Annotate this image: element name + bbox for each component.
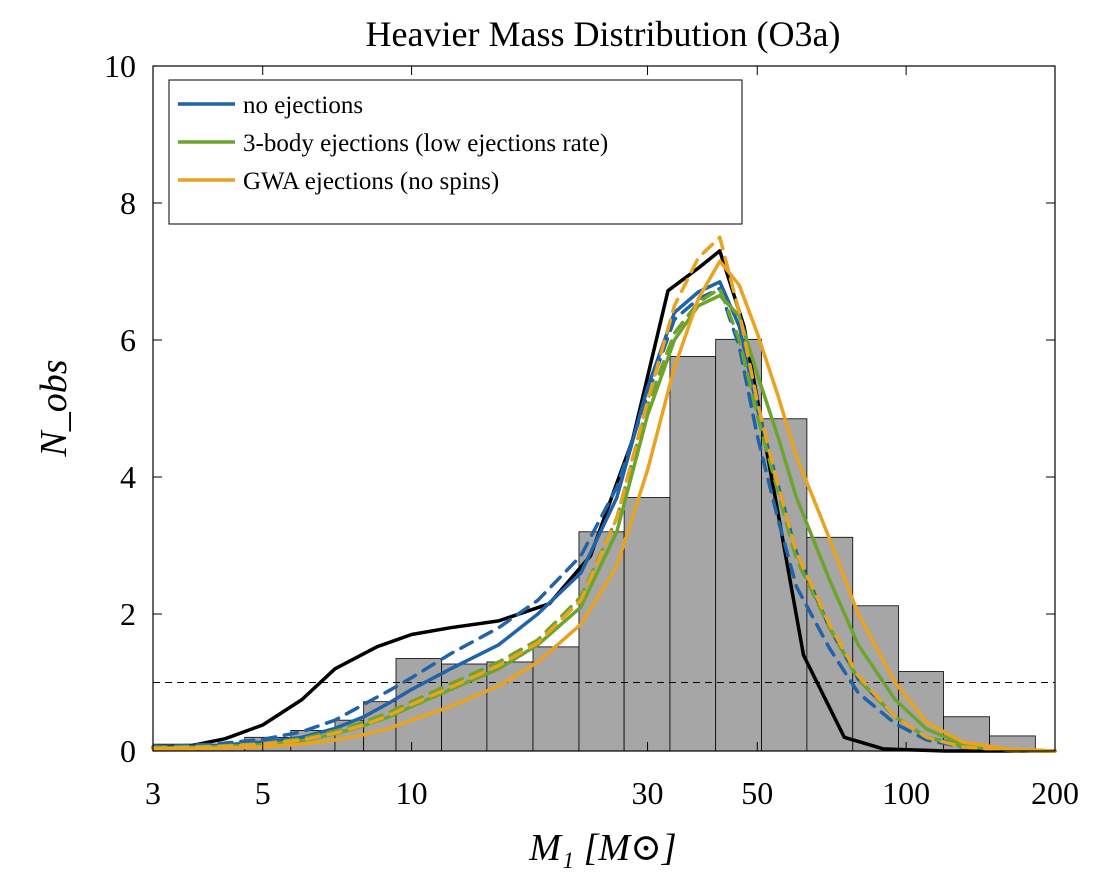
y-tick-label-5: 10	[104, 48, 136, 84]
histogram-bar-8	[486, 661, 534, 752]
legend-label-2: GWA ejections (no spins)	[243, 168, 499, 195]
y-axis-label: N_obs	[33, 359, 75, 457]
plot-frame	[152, 65, 1056, 752]
y-tick-label-4: 8	[120, 185, 136, 221]
x-tick-label-0: 3	[145, 775, 161, 811]
legend-label-1: 3-body ejections (low ejections rate)	[243, 130, 608, 157]
histogram-bar-12	[669, 356, 717, 752]
histogram-bar-15	[806, 536, 854, 752]
x-tick-label-5: 100	[882, 775, 930, 811]
series-line-5	[151, 259, 1057, 753]
axis-ticks: 3 5 10 30 50 100 200 0 2 4 6 8 10	[104, 48, 1079, 811]
series-line-2	[151, 286, 1057, 753]
x-tick-label-3: 30	[632, 775, 664, 811]
y-tick-label-0: 0	[120, 733, 136, 769]
histogram-bar-11	[623, 497, 671, 752]
y-tick-label-2: 4	[120, 459, 136, 495]
legend-label-0: no ejections	[243, 92, 363, 119]
x-tick-label-4: 50	[741, 775, 773, 811]
chart-title: Heavier Mass Distribution (O3a)	[366, 14, 841, 54]
x-tick-label-1: 5	[255, 775, 271, 811]
y-tick-label-3: 6	[120, 322, 136, 358]
series-line-6	[151, 235, 1057, 753]
x-tick-label-6: 200	[1031, 775, 1079, 811]
legend: no ejections 3-body ejections (low ejecti…	[168, 79, 743, 225]
legend-box	[168, 79, 743, 225]
y-tick-label-1: 2	[120, 596, 136, 632]
x-tick-label-2: 10	[396, 775, 428, 811]
x-axis-label: M₁ [M⊙]	[528, 827, 676, 869]
histogram-bar-9	[532, 646, 580, 752]
plot-area	[151, 235, 1057, 753]
